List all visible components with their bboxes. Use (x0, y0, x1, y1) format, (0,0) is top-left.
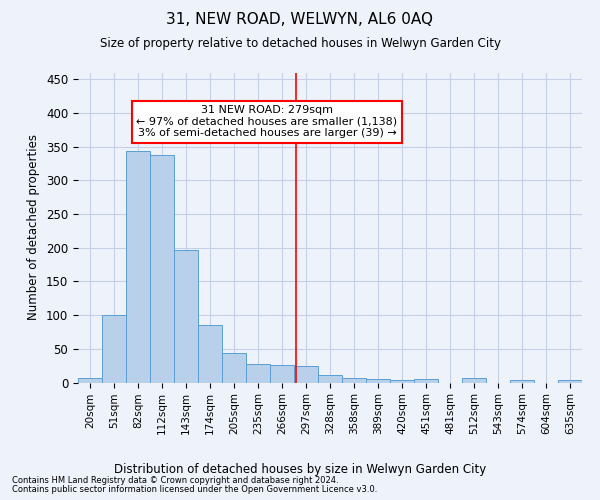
Bar (390, 380, 414, 382)
Bar (126, 150, 150, 382)
Bar (198, 324, 222, 382)
Bar (222, 353, 246, 382)
Text: Size of property relative to detached houses in Welwyn Garden City: Size of property relative to detached ho… (100, 38, 500, 51)
Bar (174, 250, 198, 382)
Text: 31, NEW ROAD, WELWYN, AL6 0AQ: 31, NEW ROAD, WELWYN, AL6 0AQ (167, 12, 433, 28)
Bar (342, 378, 366, 382)
Bar (102, 315, 126, 382)
Text: 31 NEW ROAD: 279sqm
← 97% of detached houses are smaller (1,138)
3% of semi-deta: 31 NEW ROAD: 279sqm ← 97% of detached ho… (136, 105, 398, 138)
Bar (462, 378, 486, 382)
Bar (414, 379, 438, 382)
Bar (150, 154, 174, 382)
Text: Distribution of detached houses by size in Welwyn Garden City: Distribution of detached houses by size … (114, 462, 486, 475)
Bar (510, 380, 534, 382)
Bar (366, 379, 390, 382)
Bar (78, 378, 102, 382)
Y-axis label: Number of detached properties: Number of detached properties (28, 134, 40, 320)
Bar (270, 365, 294, 382)
Bar (558, 380, 582, 382)
Bar (318, 375, 342, 382)
Text: Contains HM Land Registry data © Crown copyright and database right 2024.: Contains HM Land Registry data © Crown c… (12, 476, 338, 485)
Bar (246, 364, 270, 382)
Bar (294, 366, 318, 382)
Text: Contains public sector information licensed under the Open Government Licence v3: Contains public sector information licen… (12, 485, 377, 494)
